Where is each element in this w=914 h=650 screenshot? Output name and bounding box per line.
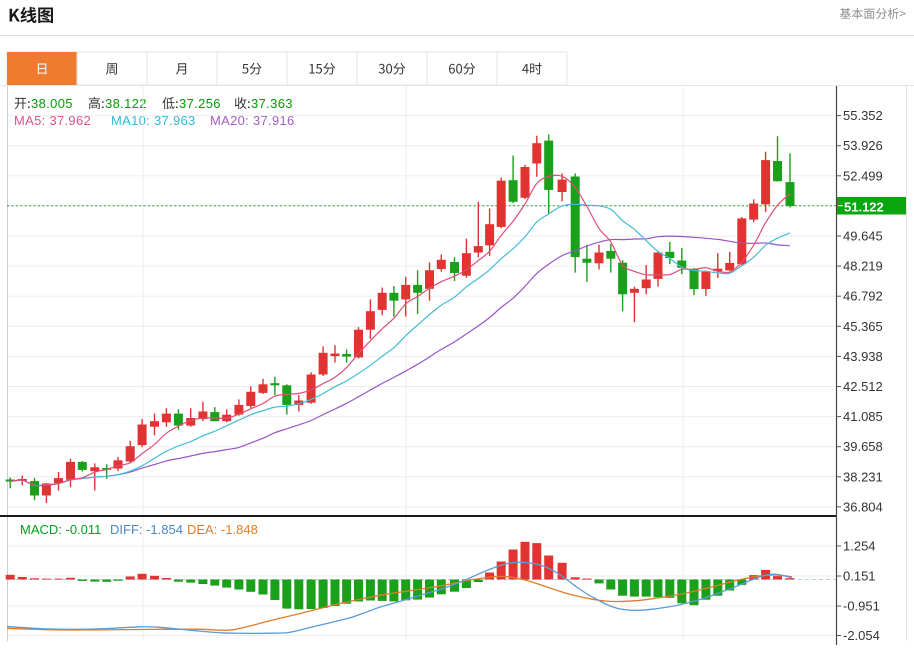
svg-text:46.792: 46.792 bbox=[843, 289, 883, 304]
svg-text:1.254: 1.254 bbox=[843, 539, 876, 554]
svg-text:MA20: 37.916: MA20: 37.916 bbox=[210, 113, 295, 128]
svg-text:38.231: 38.231 bbox=[843, 469, 883, 484]
svg-text:0.151: 0.151 bbox=[843, 569, 876, 584]
svg-text:MACD: -0.011: MACD: -0.011 bbox=[20, 522, 101, 537]
svg-text:38.122: 38.122 bbox=[105, 96, 147, 111]
svg-text:MA5: 37.962: MA5: 37.962 bbox=[14, 113, 91, 128]
svg-text:DIFF: -1.854: DIFF: -1.854 bbox=[110, 522, 183, 537]
svg-text:37.256: 37.256 bbox=[179, 96, 221, 111]
svg-text:39.658: 39.658 bbox=[843, 439, 883, 454]
svg-text:41.085: 41.085 bbox=[843, 409, 883, 424]
svg-text:MA10: 37.963: MA10: 37.963 bbox=[111, 113, 196, 128]
svg-text:49.645: 49.645 bbox=[843, 229, 883, 244]
svg-text:37.363: 37.363 bbox=[251, 96, 293, 111]
svg-text:51.122: 51.122 bbox=[844, 200, 884, 215]
svg-text:-0.951: -0.951 bbox=[843, 599, 880, 614]
svg-text:48.219: 48.219 bbox=[843, 259, 883, 274]
svg-text:38.005: 38.005 bbox=[31, 96, 73, 111]
svg-text:45.365: 45.365 bbox=[843, 319, 883, 334]
svg-text:36.804: 36.804 bbox=[843, 499, 883, 514]
svg-text:43.938: 43.938 bbox=[843, 349, 883, 364]
svg-text:55.352: 55.352 bbox=[843, 108, 883, 123]
svg-text:53.926: 53.926 bbox=[843, 138, 883, 153]
svg-text:-2.054: -2.054 bbox=[843, 628, 880, 643]
svg-text:DEA: -1.848: DEA: -1.848 bbox=[187, 522, 258, 537]
svg-text:42.512: 42.512 bbox=[843, 379, 883, 394]
svg-text:52.499: 52.499 bbox=[843, 168, 883, 183]
